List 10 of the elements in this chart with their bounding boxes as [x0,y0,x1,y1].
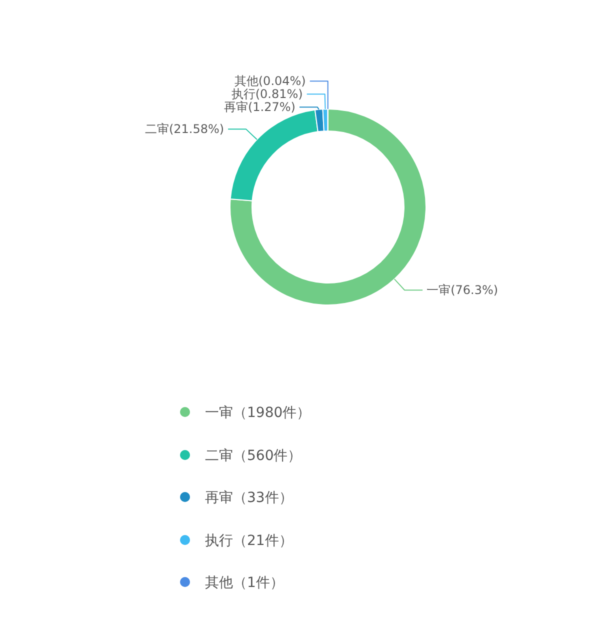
data-label: 二审(21.58%) [144,122,224,136]
legend-label: 二审（560件） [205,448,302,464]
data-label: 执行(0.81%) [231,87,303,102]
legend-label: 再审（33件） [205,490,293,506]
data-label: 一审(76.3%) [426,283,498,298]
legend-label: 其他（1件） [205,575,284,592]
legend-label: 一审（1980件） [205,405,311,422]
legend-label: 执行（21件） [205,532,293,549]
data-label: 其他(0.04%) [234,74,306,88]
data-label: 再审(1.27%) [224,100,296,114]
